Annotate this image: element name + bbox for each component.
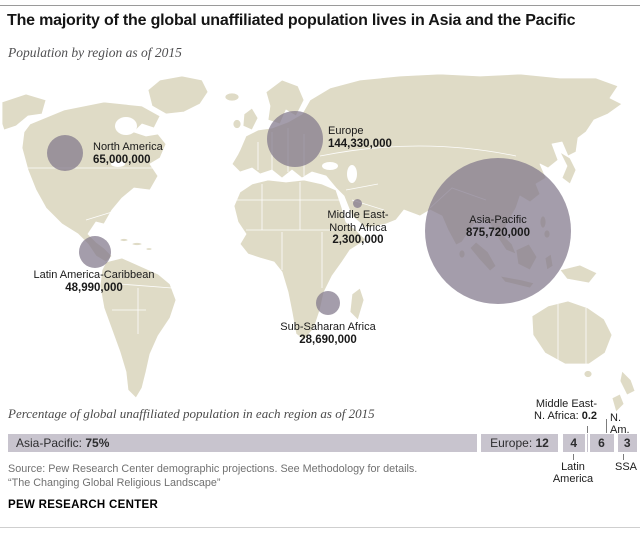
landmass-ireland: [232, 119, 242, 129]
label-europe: Europe 144,330,000: [328, 125, 392, 150]
tick-middle-east: [587, 426, 588, 433]
landmass-australia: [531, 300, 613, 365]
region-name: Europe: [328, 125, 364, 137]
landmass-africa: [233, 179, 367, 341]
region-name: North Africa: [329, 221, 387, 234]
bubble-asia-pacific: [425, 158, 571, 304]
bubble-sub-saharan-africa: [316, 291, 340, 315]
landmass-tasmania: [583, 370, 593, 378]
black-sea: [322, 162, 338, 170]
landmass-iceland: [224, 92, 240, 102]
bubble-europe: [267, 111, 323, 167]
callout-ssa: SSA: [614, 461, 637, 473]
callout-latin-america: Latin America: [552, 461, 594, 485]
source-line-2: “The Changing Global Religious Landscape…: [8, 477, 221, 489]
region-value: 875,720,000: [466, 226, 530, 239]
bubble-latin-america-caribbean: [79, 236, 111, 268]
bar-segment-north-america: 6: [589, 434, 614, 452]
bar-segment-latin-america: 4: [562, 434, 585, 452]
stacked-bar: Asia-Pacific: 75% Europe: 12 4 6 3: [8, 434, 637, 452]
caribbean-island: [145, 247, 153, 251]
region-name: North America: [93, 141, 163, 153]
region-name: Latin America-Caribbean: [33, 269, 155, 281]
bar-segment-europe: Europe: 12: [481, 434, 558, 452]
region-value: 65,000,000: [93, 153, 151, 166]
region-name: Middle East-: [327, 209, 389, 221]
hudson-bay: [115, 117, 137, 135]
great-lakes: [111, 161, 125, 167]
region-value: 28,690,000: [299, 333, 357, 346]
tick-north-america: [606, 419, 607, 433]
caribbean-island: [131, 242, 143, 246]
bubble-middle-east-north-africa: [353, 199, 362, 208]
region-value: 2,300,000: [332, 234, 384, 246]
label-sub-saharan-africa: Sub-Saharan Africa 28,690,000: [258, 321, 398, 346]
region-name: Asia-Pacific: [469, 214, 527, 226]
landmass-alaska: [1, 93, 47, 131]
landmass-japan: [559, 151, 577, 185]
tick-latin-america: [573, 454, 574, 460]
top-rule: [0, 5, 640, 6]
page-title: The majority of the global unaffiliated …: [7, 12, 576, 29]
label-north-america: North America 65,000,000: [93, 141, 163, 166]
bubble-north-america: [47, 135, 83, 171]
label-middle-east-north-africa: Middle East- North Africa 2,300,000: [313, 209, 403, 247]
bar-segment-middle-east-north-africa: [586, 434, 588, 452]
source-line-1: Source: Pew Research Center demographic …: [8, 463, 418, 475]
region-value: 144,330,000: [328, 137, 392, 150]
landmass-madagascar: [349, 287, 365, 321]
bottom-rule: [0, 527, 640, 528]
label-asia-pacific: Asia-Pacific 875,720,000: [438, 214, 558, 239]
region-value: 48,990,000: [65, 281, 123, 294]
bar-caption: Percentage of global unaffiliated popula…: [8, 406, 375, 421]
callout-middle-east: Middle East- N. Africa: 0.2: [534, 398, 597, 422]
tick-ssa: [623, 454, 624, 460]
callout-north-america: N. Am.: [610, 412, 630, 436]
caspian-sea: [347, 165, 357, 183]
page-subtitle: Population by region as of 2015: [8, 45, 182, 60]
landmass-uk: [242, 107, 259, 131]
label-latin-america-caribbean: Latin America-Caribbean 48,990,000: [9, 269, 179, 294]
caribbean-island: [119, 238, 129, 242]
region-name: Sub-Saharan Africa: [280, 321, 376, 333]
landmass-new-guinea: [559, 264, 598, 284]
bar-segment-sub-saharan-africa: 3: [617, 434, 637, 452]
landmass-new-zealand: [611, 393, 625, 413]
landmass-greenland: [147, 75, 209, 115]
bar-segment-asia-pacific: Asia-Pacific: 75%: [8, 434, 477, 452]
brand-wordmark: PEW RESEARCH CENTER: [8, 499, 159, 511]
landmass-new-zealand: [619, 370, 636, 396]
